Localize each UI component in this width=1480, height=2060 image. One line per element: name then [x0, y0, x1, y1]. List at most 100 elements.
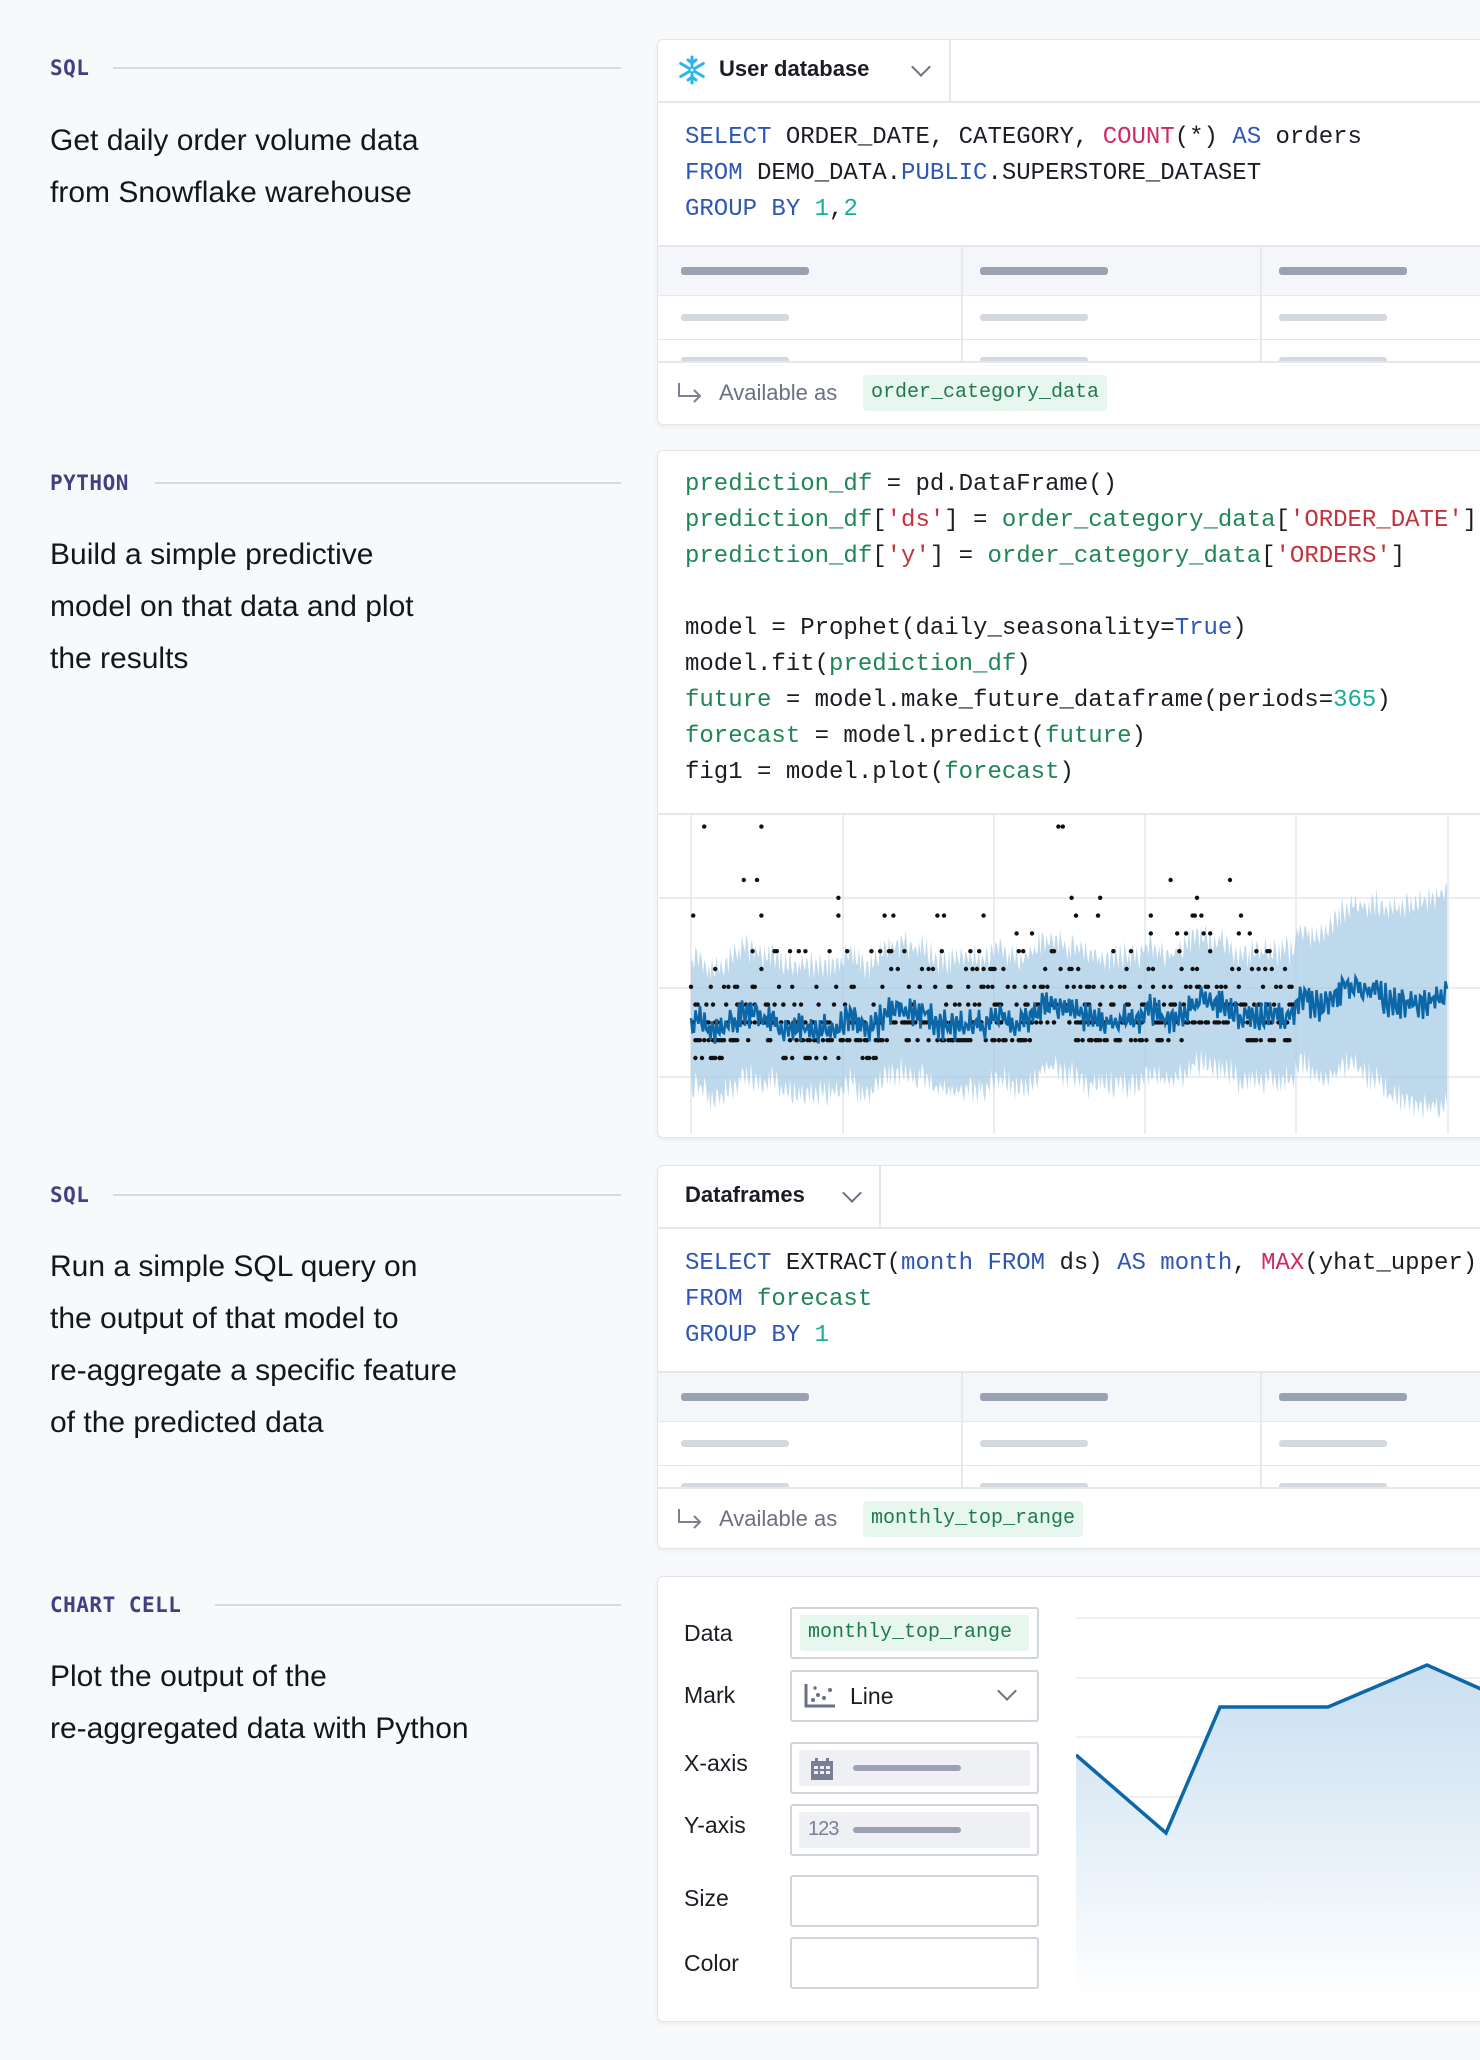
data-point [1258, 1038, 1263, 1043]
code-token: MAX [1261, 1250, 1305, 1277]
dataframe-name-pill[interactable]: order_category_data [863, 375, 1108, 411]
data-point [1243, 1002, 1248, 1007]
data-point [1051, 1020, 1057, 1025]
forecast-line [689, 972, 1449, 1044]
data-point [1216, 1020, 1222, 1025]
divider [949, 40, 951, 101]
data-point [1199, 1020, 1204, 1025]
data-point [996, 1038, 1002, 1043]
data-source-label[interactable]: User database [719, 56, 870, 81]
data-point [1003, 1038, 1008, 1043]
data-point [1238, 913, 1244, 918]
data-point [1012, 984, 1017, 989]
data-point [902, 949, 907, 954]
data-point [990, 984, 995, 989]
data-point [1148, 913, 1153, 918]
data-point [1150, 984, 1156, 989]
code-token: ] = [944, 507, 1002, 534]
description-line: from Snowflake warehouse [50, 176, 412, 209]
data-point [702, 1038, 707, 1043]
divider [879, 1166, 881, 1227]
data-point [1236, 931, 1241, 936]
data-point [1014, 931, 1019, 936]
python-editor[interactable]: prediction_df = pd.DataFrame() prediction… [685, 467, 1477, 791]
divider [113, 67, 621, 69]
data-point [860, 1055, 865, 1061]
code-token: True [1174, 615, 1233, 642]
data-point [1188, 984, 1193, 989]
data-point [1172, 1002, 1178, 1007]
column-header-placeholder [980, 1393, 1108, 1401]
data-select[interactable]: monthly_top_range [790, 1607, 1039, 1659]
data-point [1183, 931, 1189, 936]
data-point [1271, 1002, 1277, 1007]
data-point [820, 1038, 826, 1043]
data-point [1023, 1038, 1028, 1043]
cell-placeholder [681, 1440, 789, 1447]
data-point [1111, 1002, 1116, 1007]
code-token: 1 [814, 196, 830, 223]
code-token: 1 [814, 1322, 830, 1349]
cell-placeholder [980, 314, 1088, 321]
data-point [974, 966, 980, 972]
data-point [1100, 984, 1105, 989]
data-point [710, 1002, 716, 1007]
section-label-sql: SQL [50, 56, 90, 80]
data-point [895, 966, 900, 972]
data-point [1230, 966, 1235, 972]
mark-select[interactable]: Line [790, 1670, 1039, 1722]
code-token: SELECT [685, 1250, 772, 1277]
column-header-placeholder [1279, 267, 1407, 275]
data-point [836, 895, 841, 900]
data-point [957, 1002, 962, 1007]
data-point [1223, 984, 1228, 989]
data-point [827, 949, 832, 954]
yaxis-column-chip: 123 [799, 1812, 1030, 1848]
data-point [759, 824, 764, 829]
size-select[interactable] [790, 1875, 1039, 1927]
data-point [1071, 984, 1076, 989]
data-point [1137, 984, 1142, 989]
xaxis-select[interactable] [790, 1742, 1039, 1794]
table-row [658, 1422, 1480, 1466]
data-point [741, 877, 746, 883]
data-point [985, 984, 991, 989]
code-line: forecast = model.predict(future) [685, 719, 1477, 755]
chevron-down-icon[interactable] [911, 57, 931, 77]
code-token: , [1232, 1250, 1262, 1277]
data-point [706, 1020, 711, 1025]
cell-placeholder [1279, 314, 1387, 321]
code-line: model = Prophet(daily_seasonality=True) [685, 611, 1477, 647]
cell-placeholder [681, 1483, 789, 1489]
code-line: SELECT EXTRACT(month FROM ds) AS month, … [685, 1246, 1477, 1282]
data-point [787, 1038, 793, 1043]
sql-editor[interactable]: SELECT ORDER_DATE, CATEGORY, COUNT(*) AS… [685, 120, 1362, 228]
sql-cell: User database SELECT ORDER_DATE, CATEGOR… [657, 39, 1480, 425]
data-point [726, 984, 731, 989]
code-token: ] [1390, 543, 1406, 570]
area-fill [1076, 1665, 1480, 2000]
table-header-row [658, 247, 1480, 296]
dataframe-name-pill[interactable]: monthly_top_range [863, 1501, 1084, 1537]
cell-placeholder [1279, 357, 1387, 363]
data-point [719, 1055, 724, 1061]
data-point [1034, 1020, 1039, 1025]
color-select[interactable] [790, 1937, 1039, 1989]
data-point [836, 1055, 841, 1061]
yaxis-select[interactable]: 123 [790, 1804, 1039, 1856]
data-point [1245, 1020, 1250, 1025]
data-point [1159, 1038, 1164, 1043]
data-point [1287, 1038, 1292, 1043]
column-header-placeholder [681, 267, 809, 275]
cell-header: User database [658, 40, 1480, 103]
sql-editor[interactable]: SELECT EXTRACT(month FROM ds) AS month, … [685, 1246, 1477, 1354]
section-description: Build a simple predictive model on that … [50, 529, 414, 685]
data-point [1095, 913, 1101, 918]
data-point [1278, 984, 1283, 989]
chevron-down-icon[interactable] [842, 1183, 862, 1203]
xaxis-column-chip [799, 1750, 1030, 1786]
data-source-label[interactable]: Dataframes [685, 1182, 805, 1207]
description-line: the results [50, 642, 189, 675]
chevron-down-icon [997, 1681, 1017, 1701]
data-point [992, 1038, 997, 1043]
